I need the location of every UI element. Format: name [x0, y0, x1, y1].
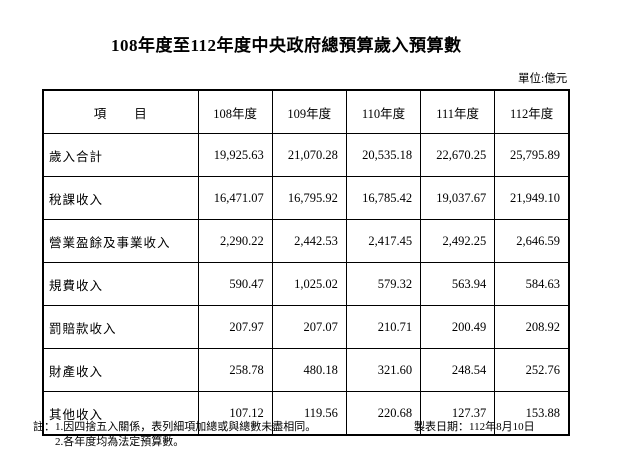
header-year-108: 108年度: [197, 89, 273, 134]
value-cell: 258.78: [197, 348, 273, 392]
page-title: 108年度至112年度中央政府總預算歲入預算數: [111, 36, 462, 55]
value-cell: 220.68: [345, 391, 422, 436]
value-cell: 2,442.53: [271, 219, 347, 263]
row-label-other-revenue: 其他收入: [42, 391, 199, 436]
value-cell: 579.32: [345, 262, 422, 306]
table-row: 其他收入 107.12 119.56 220.68 127.37 153.88: [42, 391, 570, 436]
value-cell: 480.18: [271, 348, 347, 392]
row-label-total-revenue: 歲入合計: [42, 133, 199, 177]
value-cell: 2,492.25: [420, 219, 496, 263]
row-label-tax-revenue: 稅課收入: [42, 176, 199, 220]
value-cell: 584.63: [494, 262, 570, 306]
table-row: 規費收入 590.47 1,025.02 579.32 563.94 584.6…: [42, 262, 570, 306]
value-cell: 210.71: [345, 305, 422, 349]
value-cell: 208.92: [494, 305, 570, 349]
table-row: 罰賠款收入 207.97 207.07 210.71 200.49 208.92: [42, 305, 570, 349]
value-cell: 2,417.45: [345, 219, 422, 263]
value-cell: 200.49: [420, 305, 496, 349]
value-cell: 1,025.02: [271, 262, 347, 306]
value-cell: 22,670.25: [420, 133, 496, 177]
value-cell: 590.47: [197, 262, 273, 306]
value-cell: 153.88: [494, 391, 570, 436]
unit-label: 單位:億元: [518, 73, 568, 85]
value-cell: 16,795.92: [271, 176, 347, 220]
table-header-row: 項 目 108年度 109年度 110年度 111年度 112年度: [42, 89, 570, 134]
footnote-rounding-note: 註：1.因四捨五入關係，表列細項加總或與總數未盡相同。: [33, 421, 317, 433]
value-cell: 321.60: [345, 348, 422, 392]
footnote-legal-budget-note: 2.各年度均為法定預算數。: [55, 436, 185, 448]
value-cell: 563.94: [420, 262, 496, 306]
report-date: 製表日期：112年8月10日: [414, 421, 535, 433]
value-cell: 16,471.07: [197, 176, 273, 220]
row-label-fee-revenue: 規費收入: [42, 262, 199, 306]
value-cell: 25,795.89: [494, 133, 570, 177]
header-year-111: 111年度: [420, 89, 496, 134]
table-row: 歲入合計 19,925.63 21,070.28 20,535.18 22,67…: [42, 133, 570, 177]
row-label-operating-surplus: 營業盈餘及事業收入: [42, 219, 199, 263]
value-cell: 2,646.59: [494, 219, 570, 263]
header-year-109: 109年度: [271, 89, 347, 134]
value-cell: 19,925.63: [197, 133, 273, 177]
table-row: 財產收入 258.78 480.18 321.60 248.54 252.76: [42, 348, 570, 392]
value-cell: 248.54: [420, 348, 496, 392]
value-cell: 207.97: [197, 305, 273, 349]
value-cell: 207.07: [271, 305, 347, 349]
row-label-property-revenue: 財產收入: [42, 348, 199, 392]
value-cell: 252.76: [494, 348, 570, 392]
value-cell: 21,070.28: [271, 133, 347, 177]
table-row: 稅課收入 16,471.07 16,795.92 16,785.42 19,03…: [42, 176, 570, 220]
header-year-112: 112年度: [494, 89, 570, 134]
table-row: 營業盈餘及事業收入 2,290.22 2,442.53 2,417.45 2,4…: [42, 219, 570, 263]
budget-table: 項 目 108年度 109年度 110年度 111年度 112年度 歲入合計 1…: [42, 89, 570, 436]
header-item: 項 目: [42, 89, 199, 134]
header-year-110: 110年度: [345, 89, 422, 134]
value-cell: 16,785.42: [345, 176, 422, 220]
value-cell: 19,037.67: [420, 176, 496, 220]
value-cell: 21,949.10: [494, 176, 570, 220]
row-label-fines-revenue: 罰賠款收入: [42, 305, 199, 349]
value-cell: 20,535.18: [345, 133, 422, 177]
value-cell: 2,290.22: [197, 219, 273, 263]
value-cell: 107.12: [197, 391, 273, 436]
